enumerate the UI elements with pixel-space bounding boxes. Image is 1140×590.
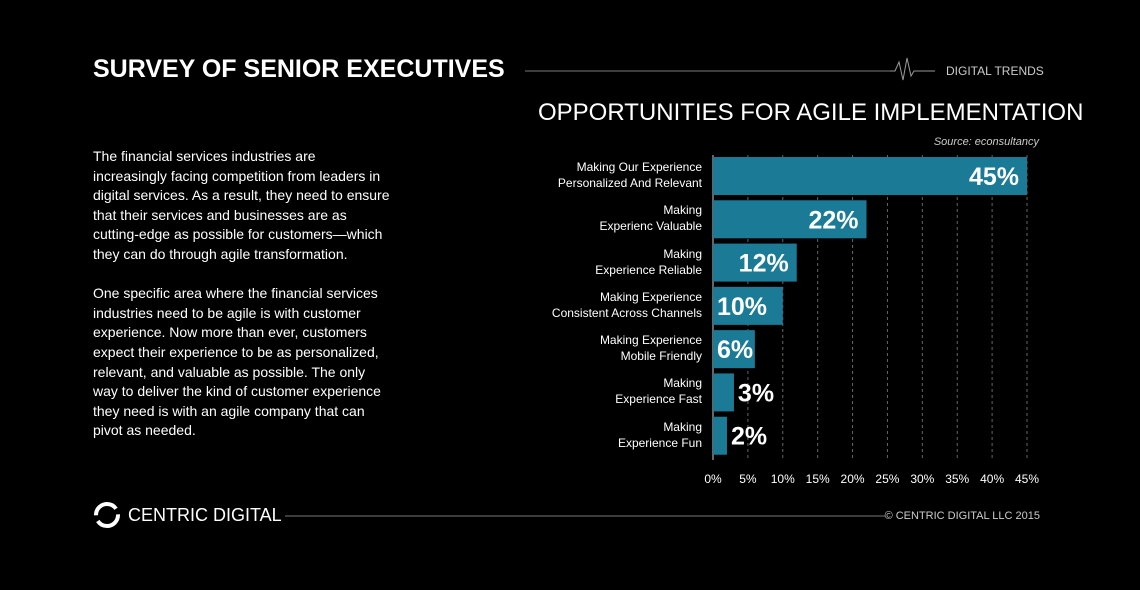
bar [713, 200, 867, 239]
brand: CENTRIC DIGITAL [128, 505, 282, 525]
page-title: SURVEY OF SENIOR EXECUTIVES [93, 55, 505, 83]
value-label: 2% [731, 423, 767, 451]
category-label: Making Experience Reliable [595, 246, 702, 277]
value-label: 6% [717, 336, 753, 364]
body-text: The financial services industries are inc… [93, 147, 390, 441]
paragraph-line: they can do through agile transformation… [93, 245, 348, 262]
bar [713, 157, 1027, 195]
paragraph-line: increasingly facing competition from lea… [93, 167, 381, 184]
paragraph-line: The financial services industries are [93, 148, 316, 164]
bar [713, 373, 734, 412]
paragraph-line: One specific area where the financial se… [93, 285, 378, 302]
category-label: Making Experience Consistent Across Chan… [551, 289, 702, 320]
logo [94, 502, 120, 528]
bar [713, 243, 797, 282]
paragraph-line: they need is with an agile company that … [93, 402, 365, 419]
x-tick-label: 20% [841, 472, 865, 486]
chart-title: OPPORTUNITIES FOR AGILE IMPLEMENTATION [538, 99, 1084, 126]
paragraph-line: cutting-edge as possible for customers—w… [93, 226, 383, 243]
category-label: Making Experienc Valuable [599, 203, 702, 234]
category-label: Making Experience Fun [617, 419, 702, 450]
paragraph-line: digital services. As a result, they need… [93, 187, 390, 204]
x-tick-label: 15% [806, 472, 830, 486]
tag: DIGITAL TRENDS [946, 64, 1044, 78]
category-label: Making Experience Fast [615, 376, 702, 407]
paragraph-line: pivot as needed. [93, 422, 196, 439]
paragraph-line: industries need to be agile is with cust… [93, 304, 361, 321]
value-label: 12% [739, 250, 789, 278]
paragraph-line: relevant, and valuable as possible. The … [93, 363, 366, 380]
paragraph-line: experience. Now more than ever, customer… [93, 324, 367, 341]
x-tick-label: 35% [945, 472, 969, 486]
x-tick-label: 10% [771, 472, 795, 486]
source: Source: econsultancy [933, 136, 1039, 148]
paragraph-line: way to deliver the kind of customer expe… [93, 383, 381, 400]
value-label: 3% [738, 379, 774, 407]
x-tick-label: 45% [1015, 472, 1039, 486]
bar [713, 416, 727, 455]
value-label: 45% [969, 163, 1019, 191]
category-label: Making Our Experience Personalized And R… [557, 160, 702, 190]
x-tick-label: 40% [980, 472, 1004, 486]
value-label: 10% [717, 293, 767, 321]
value-label: 22% [808, 206, 858, 234]
x-tick-label: 0% [704, 472, 722, 486]
copyright: © CENTRIC DIGITAL LLC 2015 [884, 510, 1040, 522]
bar [713, 330, 755, 369]
paragraph-line: expect their experience to be as persona… [93, 343, 379, 360]
x-tick-label: 25% [875, 472, 899, 486]
x-tick-label: 30% [910, 472, 934, 486]
pulse-icon [890, 57, 935, 81]
bar [713, 286, 783, 325]
x-tick-label: 5% [739, 472, 757, 486]
paragraph-line: that their services and businesses are a… [93, 206, 347, 223]
category-label: Making Experience Mobile Friendly [599, 333, 702, 364]
